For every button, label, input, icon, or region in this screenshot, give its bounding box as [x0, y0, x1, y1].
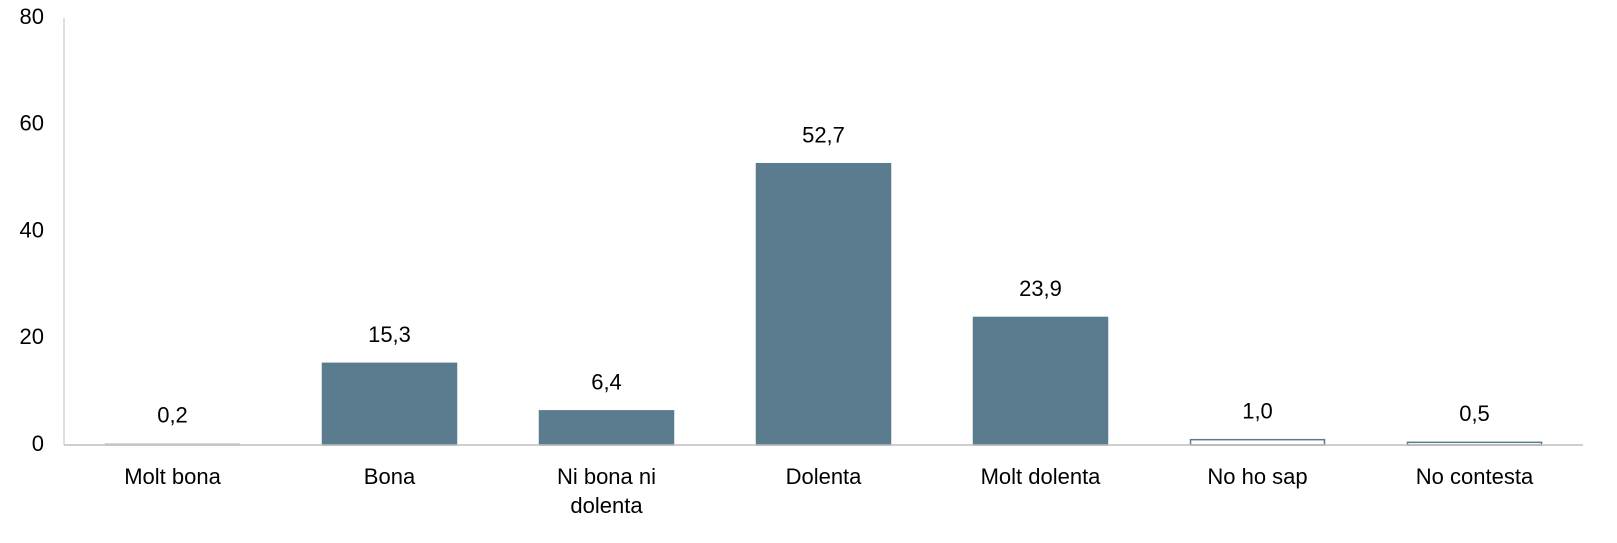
- x-tick-label: Bona: [363, 464, 416, 489]
- value-label: 15,3: [368, 322, 411, 347]
- y-tick-label: 80: [20, 4, 44, 29]
- bar: [538, 410, 675, 446]
- x-tick-label: No ho sap: [1207, 464, 1308, 489]
- bar: [1189, 438, 1326, 446]
- y-tick-label: 40: [20, 217, 44, 242]
- bar: [321, 362, 458, 446]
- value-label: 1,0: [1242, 398, 1273, 423]
- x-tick-label: Dolenta: [785, 464, 862, 489]
- y-tick-label: 0: [32, 431, 44, 456]
- value-label: 23,9: [1019, 276, 1062, 301]
- x-tick-label: No contesta: [1415, 464, 1534, 489]
- y-tick-label: 60: [20, 111, 44, 136]
- x-tick-label: Molt bona: [124, 464, 221, 489]
- value-label: 52,7: [802, 123, 845, 148]
- y-tick-label: 20: [20, 324, 44, 349]
- value-label: 0,2: [157, 403, 188, 428]
- x-tick-label: Ni bona ni dolenta: [556, 464, 657, 518]
- value-label: 0,5: [1459, 401, 1490, 426]
- bar: [972, 316, 1109, 446]
- x-tick-label: Molt dolenta: [980, 464, 1101, 489]
- value-label: 6,4: [591, 370, 622, 395]
- bar: [755, 162, 892, 446]
